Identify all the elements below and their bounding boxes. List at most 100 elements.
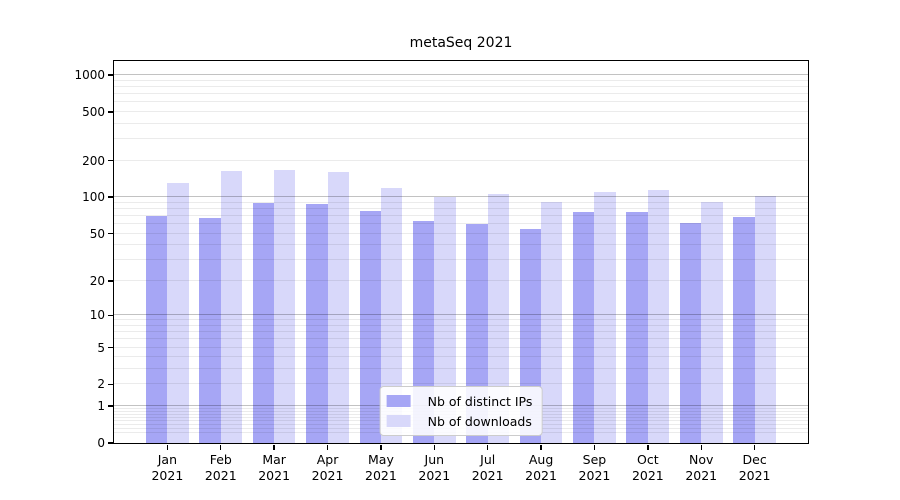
bar-jan-nb-of-downloads [167,183,189,443]
gridline-minor-30 [114,259,808,261]
legend-row-nb-of-distinct-ips: Nb of distinct IPs [386,393,532,409]
bar-mar-nb-of-downloads [274,170,296,443]
x-tick-year: 2021 [471,468,504,483]
x-tick-month: Jul [480,452,496,467]
y-tick-label-500: 500 [82,104,105,119]
bar-may-nb-of-distinct-ips [359,210,381,443]
y-tick-200 [107,159,113,162]
legend: Nb of distinct IPs Nb of downloads [379,386,543,436]
bar-sep-nb-of-downloads [594,191,616,443]
x-tick-month: Jan [157,452,178,467]
gridline-minor-2 [114,383,808,385]
x-tick-oct [647,444,649,450]
gridline-minor-400 [114,122,808,124]
bar-dec-nb-of-downloads [754,196,776,443]
x-tick-label-oct: Oct 2021 [612,452,684,484]
x-tick-aug [540,444,542,450]
y-tick-label-0: 0 [97,436,105,450]
bar-apr-nb-of-downloads [327,171,349,443]
x-tick-year: 2021 [258,468,291,483]
x-tick-month: Jun [424,452,445,467]
gridline-minor-500 [114,110,808,112]
legend-swatch-nb-of-downloads [386,415,411,427]
x-tick-label-may: May 2021 [345,452,417,484]
x-tick-month: Mar [262,452,286,467]
x-tick-label-nov: Nov 2021 [665,452,737,484]
legend-row-nb-of-downloads: Nb of downloads [386,413,533,429]
x-tick-year: 2021 [525,468,557,483]
x-tick-label-jan: Jan 2021 [131,452,203,484]
gridline-minor-3 [114,368,808,370]
y-tick-50 [107,232,113,235]
bar-apr-nb-of-distinct-ips [306,203,328,443]
plot-area: 0 1 2 5 10 20 50 100 200 500 1000 Jan 2021 Feb 2021 Ma… [74,60,809,483]
bar-dec-nb-of-distinct-ips [733,216,755,443]
bar-oct-nb-of-distinct-ips [626,211,648,443]
legend-label: Nb of downloads [427,413,532,429]
x-tick-dec [753,444,756,450]
x-tick-label-mar: Mar 2021 [238,452,310,484]
x-tick-label-sep: Sep 2021 [558,452,630,484]
bar-feb-nb-of-downloads [220,171,243,443]
y-tick-label-20: 20 [89,273,105,288]
gridline-major-100 [114,196,808,198]
gridline-minor-20 [114,279,808,281]
y-tick-1 [107,405,113,407]
chart-title: metaSeq 2021 [409,35,513,51]
x-tick-year: 2021 [685,468,718,483]
gridline-minor-80 [114,207,808,209]
y-tick-label-1: 1 [97,399,105,414]
x-tick-may [380,444,382,450]
x-tick-feb [220,444,222,450]
bar-mar-nb-of-distinct-ips [252,202,275,443]
x-tick-year: 2021 [151,468,184,483]
x-tick-label-jul: Jul 2021 [452,452,524,484]
y-tick-label-10: 10 [89,308,105,323]
x-tick-year: 2021 [631,468,664,483]
x-tick-label-aug: Aug 2021 [505,452,577,484]
gridline-minor-50 [114,232,808,234]
x-tick-year: 2021 [311,468,344,483]
gridline-minor-90 [114,201,808,203]
y-tick-label-2: 2 [97,377,105,392]
x-tick-label-dec: Dec 2021 [719,452,791,484]
gridline-minor-700 [114,92,808,94]
x-tick-mar [273,444,275,450]
y-tick-2 [107,383,113,386]
gridline-minor-4 [114,356,808,358]
y-tick-5 [107,346,113,349]
y-tick-1000 [107,74,113,76]
x-tick-apr [326,444,329,450]
bar-feb-nb-of-distinct-ips [199,218,221,443]
bar-nov-nb-of-downloads [701,202,723,443]
gridline-minor-7 [114,331,808,333]
gridline-minor-600 [114,101,808,103]
gridline-minor-300 [114,137,808,139]
x-tick-label-apr: Apr 2021 [292,452,364,484]
gridline-minor-5 [114,346,808,348]
x-tick-label-jun: Jun 2021 [398,452,470,484]
x-tick-month: Dec [742,452,767,467]
gridline-minor-70 [114,214,808,216]
bar-oct-nb-of-downloads [647,190,670,443]
gridline-minor-8 [114,324,808,326]
y-tick-label-5: 5 [97,340,105,355]
x-tick-year: 2021 [738,468,771,483]
x-tick-year: 2021 [365,468,397,483]
x-tick-label-feb: Feb 2021 [185,452,257,484]
gridline-minor-6 [114,338,808,340]
gridline-minor-9 [114,319,808,321]
y-tick-label-100: 100 [82,190,105,205]
y-tick-label-1000: 1000 [74,67,105,82]
y-tick-10 [107,314,113,316]
bar-sep-nb-of-distinct-ips [573,212,595,443]
x-tick-jul [486,444,489,450]
x-tick-nov [700,444,702,450]
x-tick-month: Oct [637,452,659,467]
gridline-minor-60 [114,223,808,225]
gridline-minor-200 [114,159,808,161]
y-tick-0 [107,442,113,444]
gridline-minor-900 [114,79,808,81]
bar-jan-nb-of-distinct-ips [146,215,168,443]
